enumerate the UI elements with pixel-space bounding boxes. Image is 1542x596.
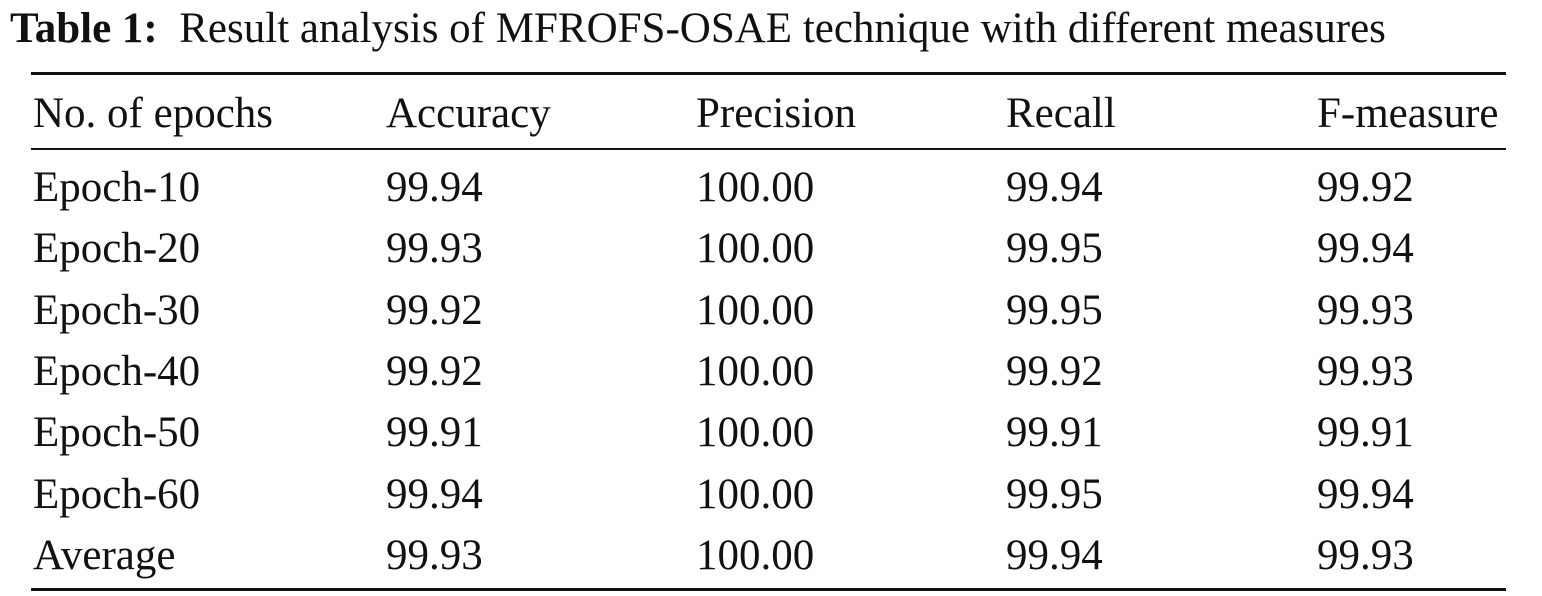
table-cell-f-measure: 99.93 <box>1317 287 1414 334</box>
table-cell-epoch: Epoch-40 <box>33 348 201 395</box>
table-bottom-rule <box>31 588 1506 591</box>
table-cell-epoch: Epoch-20 <box>33 225 201 272</box>
column-header-accuracy: Accuracy <box>386 90 551 137</box>
table-cell-recall: 99.95 <box>1006 471 1103 518</box>
table-cell-accuracy: 99.93 <box>386 225 483 272</box>
column-header-recall: Recall <box>1006 90 1116 137</box>
table-cell-precision: 100.00 <box>696 348 815 395</box>
table-caption-text: Result analysis of MFROFS-OSAE technique… <box>179 5 1386 52</box>
table-cell-accuracy: 99.94 <box>386 164 483 211</box>
column-header-f-measure: F-measure <box>1317 90 1499 137</box>
table-cell-accuracy: 99.94 <box>386 471 483 518</box>
table-cell-accuracy: 99.93 <box>386 532 483 579</box>
table-cell-recall: 99.94 <box>1006 164 1103 211</box>
table-caption-label: Table 1: <box>10 5 158 52</box>
column-header-epochs: No. of epochs <box>33 90 274 137</box>
table-row: Epoch-60 99.94 100.00 99.95 99.94 <box>0 465 1542 525</box>
table-cell-recall: 99.92 <box>1006 348 1103 395</box>
table-cell-f-measure: 99.91 <box>1317 409 1414 456</box>
table-row: Epoch-50 99.91 100.00 99.91 99.91 <box>0 403 1542 463</box>
table-caption: Table 1: Result analysis of MFROFS-OSAE … <box>10 6 1386 52</box>
table-header-row: No. of epochs Accuracy Precision Recall … <box>0 84 1542 144</box>
table-cell-epoch: Epoch-50 <box>33 409 201 456</box>
table-cell-f-measure: 99.93 <box>1317 348 1414 395</box>
table-cell-epoch: Epoch-30 <box>33 287 201 334</box>
table-row: Epoch-30 99.92 100.00 99.95 99.93 <box>0 281 1542 341</box>
table-cell-f-measure: 99.94 <box>1317 225 1414 272</box>
table-cell-recall: 99.95 <box>1006 287 1103 334</box>
table-cell-precision: 100.00 <box>696 164 815 211</box>
table-cell-precision: 100.00 <box>696 532 815 579</box>
table-cell-epoch: Average <box>33 532 176 579</box>
table-cell-epoch: Epoch-10 <box>33 164 201 211</box>
column-header-precision: Precision <box>696 90 857 137</box>
table-row: Epoch-20 99.93 100.00 99.95 99.94 <box>0 219 1542 279</box>
table-top-rule <box>31 72 1506 75</box>
table-row: Epoch-10 99.94 100.00 99.94 99.92 <box>0 158 1542 218</box>
table-row-average: Average 99.93 100.00 99.94 99.93 <box>0 526 1542 586</box>
table-cell-f-measure: 99.92 <box>1317 164 1414 211</box>
table-header-rule <box>31 148 1506 150</box>
table-cell-accuracy: 99.92 <box>386 287 483 334</box>
table-cell-precision: 100.00 <box>696 287 815 334</box>
table-cell-f-measure: 99.94 <box>1317 471 1414 518</box>
table-cell-epoch: Epoch-60 <box>33 471 201 518</box>
table-cell-recall: 99.94 <box>1006 532 1103 579</box>
table-row: Epoch-40 99.92 100.00 99.92 99.93 <box>0 342 1542 402</box>
table-cell-accuracy: 99.92 <box>386 348 483 395</box>
table-cell-precision: 100.00 <box>696 409 815 456</box>
table-cell-accuracy: 99.91 <box>386 409 483 456</box>
table-cell-recall: 99.91 <box>1006 409 1103 456</box>
table-cell-precision: 100.00 <box>696 471 815 518</box>
table-cell-precision: 100.00 <box>696 225 815 272</box>
table-cell-recall: 99.95 <box>1006 225 1103 272</box>
table-cell-f-measure: 99.93 <box>1317 532 1414 579</box>
